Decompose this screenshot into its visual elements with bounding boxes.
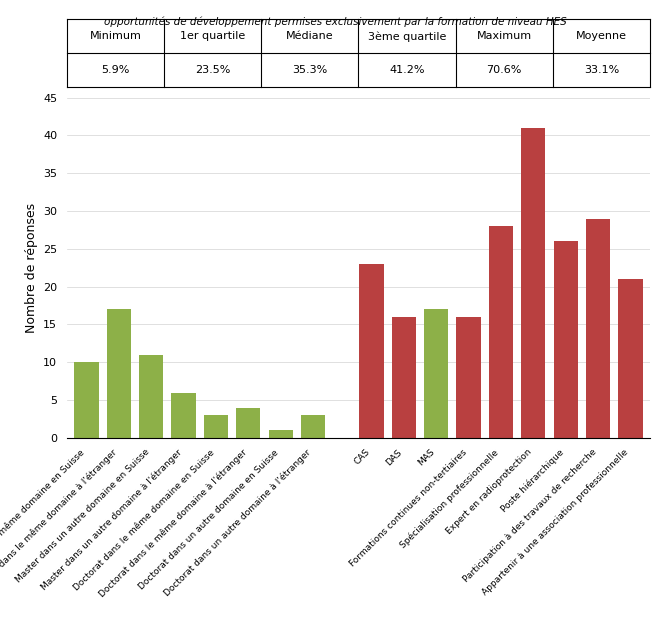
Text: 5.9%: 5.9%: [101, 66, 130, 75]
Bar: [172, 393, 196, 438]
Bar: [359, 264, 383, 438]
Bar: [301, 415, 325, 438]
Bar: [489, 226, 513, 438]
Bar: [521, 128, 545, 438]
Y-axis label: Nombre de réponses: Nombre de réponses: [25, 203, 38, 333]
Text: 70.6%: 70.6%: [486, 66, 522, 75]
Text: 41.2%: 41.2%: [389, 66, 425, 75]
Bar: [586, 218, 610, 438]
Bar: [456, 317, 480, 438]
Text: 33.1%: 33.1%: [584, 66, 619, 75]
Bar: [269, 430, 293, 438]
Bar: [237, 408, 261, 438]
Bar: [139, 355, 163, 438]
Text: Minimum: Minimum: [90, 32, 141, 41]
Text: Maximum: Maximum: [476, 32, 532, 41]
Bar: [107, 309, 131, 438]
Bar: [553, 242, 578, 438]
Bar: [424, 309, 448, 438]
Text: opportunités de développement permises exclusivement par la formation de niveau : opportunités de développement permises e…: [104, 16, 566, 26]
Text: 3ème quartile: 3ème quartile: [368, 31, 446, 42]
Bar: [204, 415, 228, 438]
Text: 1er quartile: 1er quartile: [180, 32, 245, 41]
Text: Moyenne: Moyenne: [576, 32, 627, 41]
Text: Médiane: Médiane: [286, 32, 334, 41]
Bar: [618, 279, 643, 438]
Bar: [392, 317, 416, 438]
Bar: [74, 363, 98, 438]
Text: 23.5%: 23.5%: [195, 66, 230, 75]
Text: 35.3%: 35.3%: [292, 66, 328, 75]
